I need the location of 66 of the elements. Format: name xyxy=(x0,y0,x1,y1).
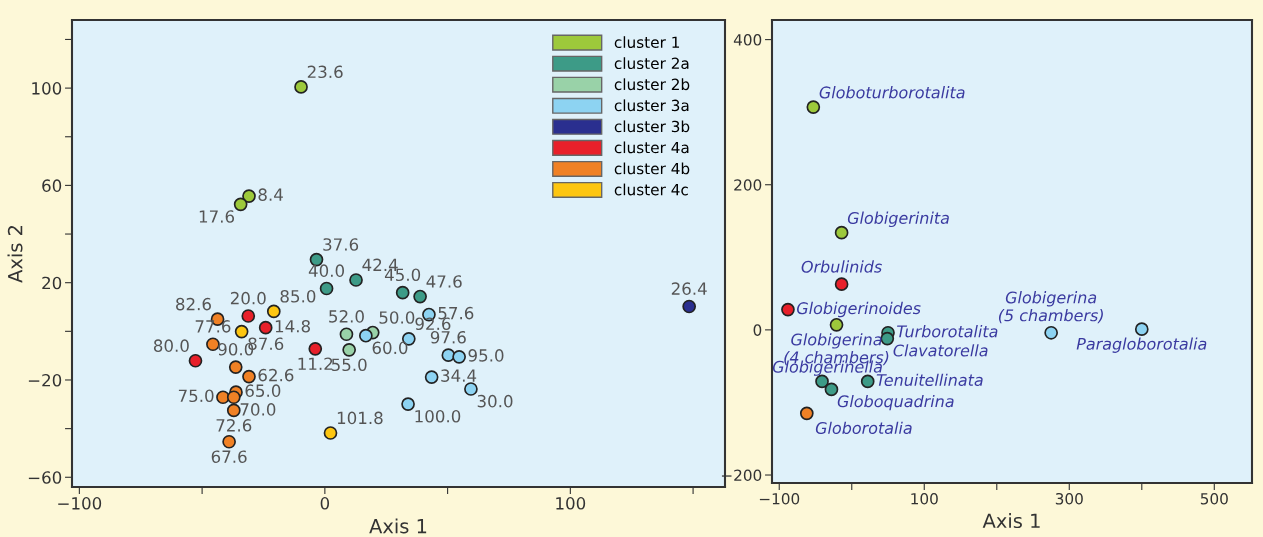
annotation: Globigerinoides xyxy=(797,301,921,318)
annotation: 72.6 xyxy=(216,419,252,432)
legend-label: cluster 3b xyxy=(614,120,690,133)
annotation: Globigerina (5 chambers) xyxy=(998,291,1103,324)
y-tick-label: 0 xyxy=(753,324,762,336)
annotation: 47.6 xyxy=(426,275,462,288)
annotation: 77.6 xyxy=(195,320,231,333)
x-tick-label: 100 xyxy=(556,497,586,510)
x-axis-title: Axis 1 xyxy=(369,518,427,534)
y-axis-title: Axis 2 xyxy=(7,226,23,283)
x-tick-label: 500 xyxy=(1200,492,1228,505)
annotation: 82.6 xyxy=(176,297,211,311)
annotation: Clavatorella xyxy=(893,344,988,357)
annotation: 23.6 xyxy=(307,65,343,79)
annotation: 80.0 xyxy=(153,339,189,352)
y-tick-label: 20 xyxy=(42,276,62,290)
legend-label: cluster 2a xyxy=(614,57,689,70)
annotation: 100.0 xyxy=(415,409,461,423)
legend-label: cluster 4a xyxy=(614,141,689,154)
annotation: 34.4 xyxy=(441,369,477,382)
y-tick-label: 200 xyxy=(734,179,762,191)
legend-label: cluster 4b xyxy=(614,162,690,175)
x-tick-label: 0 xyxy=(320,497,330,510)
annotation: 85.0 xyxy=(280,290,316,303)
annotation: 40.0 xyxy=(308,264,345,277)
annotation: 37.6 xyxy=(323,238,359,251)
annotation: Globoturborotalita xyxy=(819,86,965,99)
annotation: 30.0 xyxy=(477,394,513,408)
y-tick-label: 400 xyxy=(733,34,762,46)
x-tick-label: 100 xyxy=(911,492,938,505)
annotation: 97.6 xyxy=(430,331,466,344)
y-tick-label: 100 xyxy=(32,82,62,95)
annotation: 8.4 xyxy=(258,188,283,201)
y-tick-label: −20 xyxy=(28,373,62,387)
annotation: Paragloborotalia xyxy=(1076,337,1207,353)
legend-label: cluster 2b xyxy=(614,78,690,91)
annotation: 95.0 xyxy=(468,349,504,362)
annotation: 11.2 xyxy=(298,357,333,370)
legend-label: cluster 4c xyxy=(614,183,688,196)
annotation: 26.4 xyxy=(671,282,707,295)
annotation: 101.8 xyxy=(337,411,383,425)
annotation: 55.0 xyxy=(331,358,367,372)
annotation: 17.6 xyxy=(199,210,235,223)
annotation: 75.0 xyxy=(178,389,214,403)
legend-label: cluster 1 xyxy=(614,36,680,49)
x-tick-label: −100 xyxy=(58,497,102,510)
annotation: 60.0 xyxy=(372,341,408,355)
y-tick-label: −60 xyxy=(28,471,62,484)
annotation: 70.0 xyxy=(240,403,276,416)
annotation: Orbulinids xyxy=(801,260,882,273)
y-tick-label: 60 xyxy=(42,179,62,192)
annotation: 67.6 xyxy=(211,450,247,463)
x-tick-label: −100 xyxy=(759,492,800,505)
annotation: 50.0 xyxy=(379,311,415,324)
annotation: Globigerinita xyxy=(847,211,949,228)
annotation: Turborotalita xyxy=(897,325,998,338)
x-axis-title: Axis 1 xyxy=(982,513,1040,529)
annotation: 65.0 xyxy=(245,384,281,397)
x-tick-label: 300 xyxy=(1055,492,1083,505)
annotation: 20.0 xyxy=(230,291,266,305)
annotation: 14.8 xyxy=(275,319,310,333)
legend-label: cluster 3a xyxy=(614,99,689,112)
annotation: Globorotalia xyxy=(815,421,912,435)
annotation: 52.0 xyxy=(329,310,364,323)
annotation: 62.6 xyxy=(258,368,294,382)
annotation: Globoquadrina xyxy=(837,394,954,411)
